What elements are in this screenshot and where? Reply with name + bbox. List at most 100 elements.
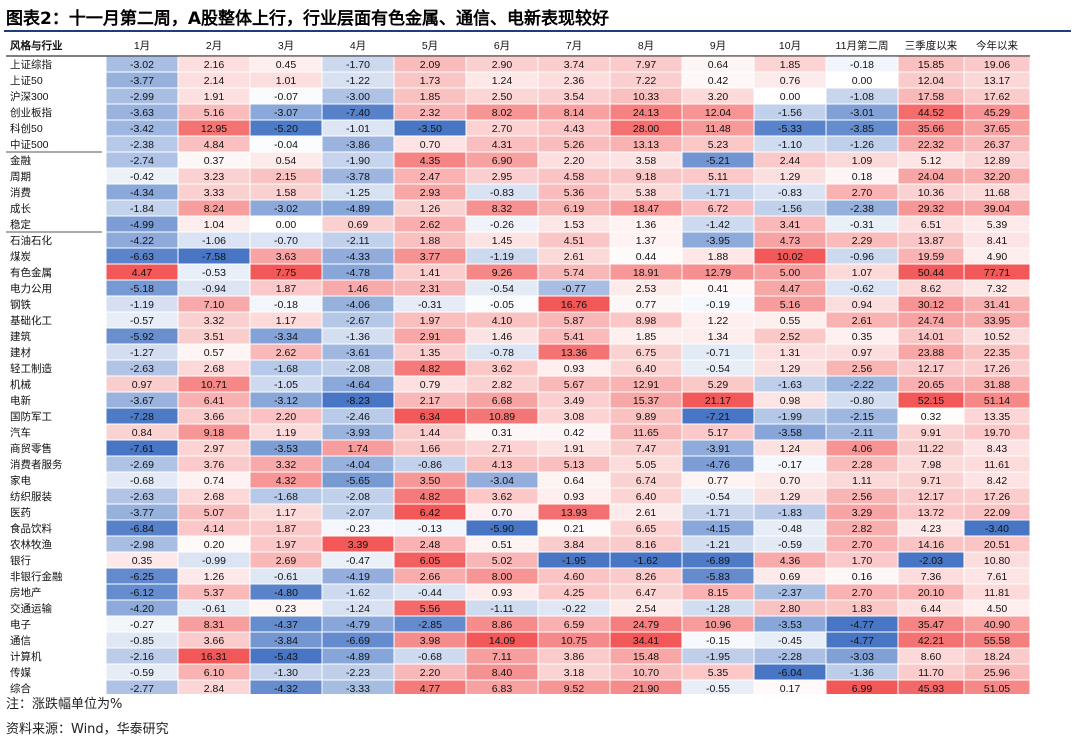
cell-value: -3.78: [346, 171, 370, 183]
heatmap-cell: [964, 616, 1030, 632]
heatmap-cell: [538, 360, 610, 376]
cell-value: 2.80: [780, 603, 801, 615]
cell-value: 12.17: [918, 491, 944, 503]
heatmap-cell: [466, 648, 538, 664]
cell-value: 1.07: [852, 267, 873, 279]
cell-value: 3.63: [276, 251, 297, 263]
cell-value: 11.70: [918, 667, 944, 679]
cell-value: 4.58: [564, 171, 585, 183]
cell-value: -0.99: [202, 555, 226, 567]
row-label: 成长: [10, 203, 31, 215]
heatmap-cell: [466, 440, 538, 456]
heatmap-cell: [466, 184, 538, 200]
heatmap-cell: [466, 552, 538, 568]
cell-value: 17.58: [918, 91, 944, 103]
cell-value: -0.61: [202, 603, 226, 615]
heatmap-cell: [826, 120, 898, 136]
cell-value: 51.14: [984, 395, 1010, 407]
heatmap-cell: [610, 264, 682, 280]
cell-value: -3.86: [346, 139, 370, 151]
cell-value: 2.84: [204, 683, 225, 694]
heatmap-cell: [610, 520, 682, 536]
heatmap-cell: [826, 264, 898, 280]
cell-value: -5.90: [490, 523, 514, 535]
cell-value: -4.89: [346, 651, 370, 663]
heatmap-cell: [682, 552, 754, 568]
cell-value: -0.61: [274, 571, 298, 583]
heatmap-cell: [682, 568, 754, 584]
heatmap-cell: [178, 56, 250, 72]
heatmap-cell: [250, 360, 322, 376]
cell-value: -4.64: [346, 379, 370, 391]
cell-value: 4.14: [204, 523, 225, 535]
cell-value: 52.15: [918, 395, 944, 407]
cell-value: -0.59: [778, 539, 802, 551]
heatmap-cell: [964, 200, 1030, 216]
cell-value: -2.85: [418, 619, 442, 631]
heatmap-cell: [610, 280, 682, 296]
heatmap-chart: 风格与行业 1月 2月 3月 4月 5月 6月 7月 8月 9月 10月 11月第二周 三季度以来 今年以…: [6, 39, 1030, 694]
heatmap-cell: [250, 680, 322, 694]
cell-value: 6.42: [420, 507, 441, 519]
column-header: 2月: [206, 40, 222, 52]
cell-value: 8.43: [987, 443, 1008, 455]
cell-value: 1.26: [204, 571, 225, 583]
heatmap-cell: [322, 312, 394, 328]
cell-value: -4.37: [274, 619, 298, 631]
cell-value: 2.66: [420, 571, 441, 583]
column-header: 5月: [422, 40, 438, 52]
cell-value: 2.62: [420, 219, 441, 231]
heatmap-cell: [754, 616, 826, 632]
cell-value: -1.27: [130, 347, 154, 359]
heatmap-cell: [964, 552, 1030, 568]
heatmap-cell: [898, 168, 964, 184]
cell-value: 1.41: [420, 267, 441, 279]
heatmap-cell: [178, 408, 250, 424]
heatmap-cell: [178, 200, 250, 216]
row-label: 传媒: [10, 666, 31, 679]
cell-value: -0.07: [274, 91, 298, 103]
heatmap-cell: [826, 488, 898, 504]
cell-value: 10.02: [777, 251, 803, 263]
heatmap-cell: [250, 296, 322, 312]
cell-value: 14.01: [918, 331, 944, 343]
cell-value: 8.60: [921, 651, 942, 663]
heatmap-cell: [178, 296, 250, 312]
cell-value: 2.14: [204, 75, 225, 87]
cell-value: -3.84: [274, 635, 298, 647]
heatmap-cell: [682, 504, 754, 520]
cell-value: 26.37: [984, 139, 1010, 151]
heatmap-cell: [466, 344, 538, 360]
cell-value: 1.91: [204, 91, 225, 103]
cell-value: 9.89: [636, 411, 657, 423]
heatmap-cell: [964, 664, 1030, 680]
cell-value: 11.48: [705, 123, 731, 135]
heatmap-cell: [538, 376, 610, 392]
cell-value: 3.86: [564, 651, 585, 663]
cell-value: -2.15: [850, 411, 874, 423]
heatmap-cell: [394, 456, 466, 472]
heatmap-cell: [106, 168, 178, 184]
cell-value: 9.18: [636, 171, 657, 183]
heatmap-cell: [538, 248, 610, 264]
cell-value: 18.91: [633, 267, 659, 279]
heatmap-cell: [682, 184, 754, 200]
heatmap-cell: [538, 472, 610, 488]
column-header: 3月: [278, 40, 294, 52]
heatmap-cell: [106, 216, 178, 232]
cell-value: 4.10: [492, 315, 513, 327]
heatmap-cell: [178, 248, 250, 264]
heatmap-cell: [754, 168, 826, 184]
cell-value: -0.77: [562, 283, 586, 295]
heatmap-cell: [538, 72, 610, 88]
heatmap-cell: [964, 248, 1030, 264]
cell-value: 0.32: [921, 411, 942, 423]
heatmap-cell: [394, 248, 466, 264]
heatmap-cell: [250, 616, 322, 632]
heatmap-cell: [754, 520, 826, 536]
heatmap-cell: [178, 680, 250, 694]
heatmap-cell: [682, 680, 754, 694]
heatmap-cell: [322, 584, 394, 600]
cell-value: 4.47: [780, 283, 801, 295]
cell-value: 2.17: [420, 395, 441, 407]
